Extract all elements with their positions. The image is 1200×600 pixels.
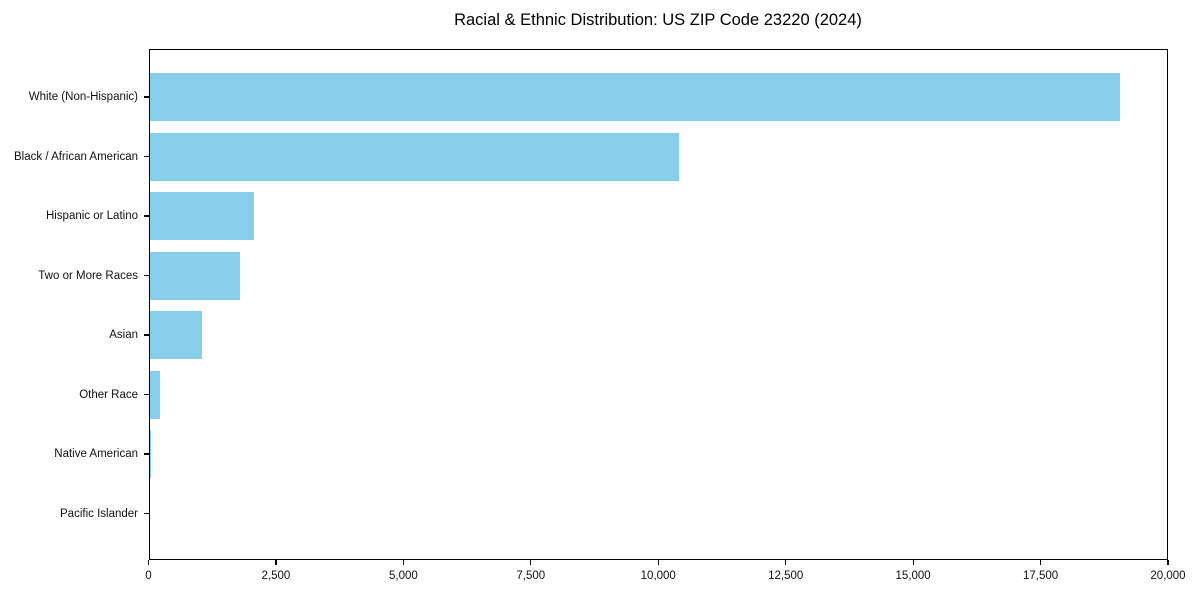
y-tick-label: Asian xyxy=(109,329,138,341)
x-tick-mark xyxy=(402,560,404,565)
y-tick-label: Native American xyxy=(54,448,138,460)
x-tick-label: 2,500 xyxy=(261,570,291,582)
x-tick-mark xyxy=(147,560,150,565)
y-tick-label: Pacific Islander xyxy=(60,507,138,520)
x-tick-mark xyxy=(657,560,659,565)
x-tick-mark xyxy=(530,560,532,565)
x-tick-mark xyxy=(275,560,277,565)
y-tick-label: Two or More Races xyxy=(38,269,138,282)
y-tick-mark xyxy=(144,453,149,455)
y-tick-label: Hispanic or Latino xyxy=(45,210,138,222)
x-tick-label: 0 xyxy=(145,570,152,582)
x-tick-mark xyxy=(1039,560,1042,565)
bar xyxy=(149,311,202,359)
y-tick-mark xyxy=(144,274,149,277)
x-tick-label: 17,500 xyxy=(1022,570,1059,582)
x-tick-label: 20,000 xyxy=(1150,570,1186,582)
x-tick-label: 12,500 xyxy=(768,570,804,582)
x-tick-label: 10,000 xyxy=(640,570,676,582)
bar xyxy=(149,251,240,300)
x-tick-mark xyxy=(912,560,914,565)
bar xyxy=(149,430,151,478)
x-tick-label: 5,000 xyxy=(388,570,418,582)
x-tick-label: 7,500 xyxy=(516,570,546,582)
y-tick-label: Black / African American xyxy=(14,150,138,163)
x-tick-mark xyxy=(785,560,787,565)
y-tick-label: Other Race xyxy=(79,388,138,401)
bar xyxy=(149,370,161,419)
y-tick-mark xyxy=(144,155,149,158)
plot-area xyxy=(148,49,1168,560)
x-tick-label: 15,000 xyxy=(895,570,931,582)
y-tick-mark xyxy=(144,393,149,396)
bar xyxy=(149,132,679,181)
x-tick-mark xyxy=(1167,560,1169,565)
bar xyxy=(149,192,254,240)
y-tick-mark xyxy=(144,215,149,217)
y-tick-mark xyxy=(144,512,149,515)
y-tick-mark xyxy=(144,334,149,336)
y-tick-label: White (Non-Hispanic) xyxy=(28,91,138,103)
y-tick-mark xyxy=(144,96,149,98)
chart-title: Racial & Ethnic Distribution: US ZIP Cod… xyxy=(454,11,862,29)
bar xyxy=(149,73,1120,121)
